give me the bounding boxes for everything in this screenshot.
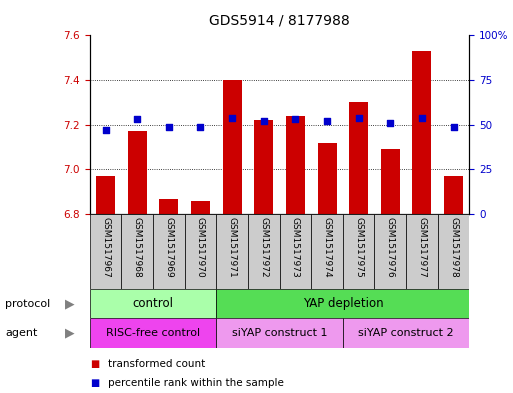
Text: agent: agent: [5, 328, 37, 338]
Bar: [254, 120, 273, 214]
Point: [418, 114, 426, 121]
Bar: [381, 149, 400, 214]
Point: [260, 118, 268, 124]
Bar: [343, 318, 469, 348]
Text: siYAP construct 2: siYAP construct 2: [358, 328, 454, 338]
Bar: [216, 318, 343, 348]
Text: percentile rank within the sample: percentile rank within the sample: [108, 378, 284, 388]
Point: [449, 123, 458, 130]
Text: control: control: [132, 297, 173, 310]
Text: GSM1517975: GSM1517975: [354, 217, 363, 278]
Bar: [349, 103, 368, 214]
Point: [165, 123, 173, 130]
Text: GSM1517974: GSM1517974: [323, 217, 331, 278]
Bar: [311, 214, 343, 289]
Bar: [216, 289, 469, 318]
Text: GSM1517968: GSM1517968: [133, 217, 142, 278]
Bar: [444, 176, 463, 214]
Bar: [318, 143, 337, 214]
Text: protocol: protocol: [5, 299, 50, 309]
Text: GSM1517970: GSM1517970: [196, 217, 205, 278]
Point: [354, 114, 363, 121]
Text: YAP depletion: YAP depletion: [303, 297, 383, 310]
Bar: [438, 214, 469, 289]
Bar: [216, 214, 248, 289]
Bar: [343, 214, 374, 289]
Point: [196, 123, 205, 130]
Text: ▶: ▶: [65, 327, 74, 340]
Text: RISC-free control: RISC-free control: [106, 328, 200, 338]
Point: [386, 120, 394, 126]
Bar: [223, 80, 242, 214]
Text: GSM1517969: GSM1517969: [164, 217, 173, 278]
Bar: [153, 214, 185, 289]
Bar: [280, 214, 311, 289]
Text: transformed count: transformed count: [108, 358, 205, 369]
Bar: [286, 116, 305, 214]
Point: [102, 127, 110, 133]
Text: GSM1517971: GSM1517971: [228, 217, 236, 278]
Bar: [374, 214, 406, 289]
Text: siYAP construct 1: siYAP construct 1: [232, 328, 327, 338]
Bar: [406, 214, 438, 289]
Text: ■: ■: [90, 378, 99, 388]
Bar: [96, 176, 115, 214]
Bar: [412, 51, 431, 214]
Text: GSM1517978: GSM1517978: [449, 217, 458, 278]
Bar: [128, 132, 147, 214]
Text: GDS5914 / 8177988: GDS5914 / 8177988: [209, 14, 350, 28]
Bar: [191, 201, 210, 214]
Bar: [90, 214, 122, 289]
Bar: [122, 214, 153, 289]
Text: ■: ■: [90, 358, 99, 369]
Text: GSM1517972: GSM1517972: [259, 217, 268, 278]
Point: [323, 118, 331, 124]
Text: ▶: ▶: [65, 297, 74, 310]
Bar: [160, 198, 179, 214]
Point: [228, 114, 236, 121]
Point: [291, 116, 300, 123]
Bar: [248, 214, 280, 289]
Bar: [90, 289, 216, 318]
Text: GSM1517977: GSM1517977: [418, 217, 426, 278]
Bar: [185, 214, 216, 289]
Text: GSM1517967: GSM1517967: [101, 217, 110, 278]
Text: GSM1517973: GSM1517973: [291, 217, 300, 278]
Bar: [90, 318, 216, 348]
Text: GSM1517976: GSM1517976: [386, 217, 395, 278]
Point: [133, 116, 141, 123]
